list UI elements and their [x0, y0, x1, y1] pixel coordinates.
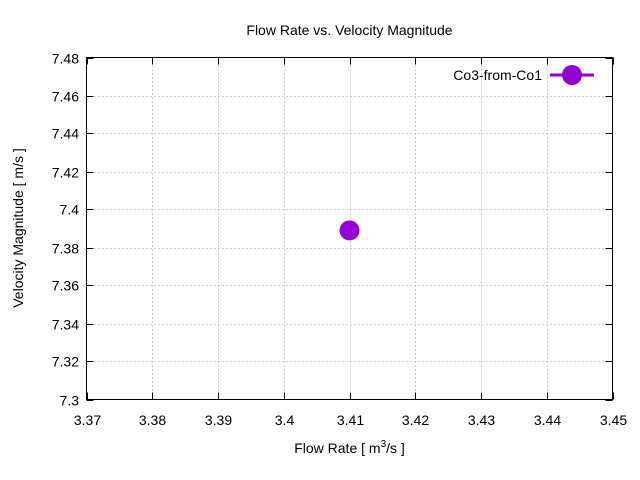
y-tick-label: 7.44	[52, 126, 79, 142]
y-tick-label: 7.46	[52, 89, 79, 105]
legend-marker	[562, 65, 582, 85]
y-axis-ticks: 7.3 7.32 7.34 7.36 7.38 7.4 7.42 7.44 7.46 7.48	[52, 51, 613, 409]
x-tick-label: 3.43	[468, 412, 495, 428]
x-tick-label: 3.37	[74, 412, 101, 428]
legend: Co3-from-Co1	[453, 65, 594, 85]
chart-title: Flow Rate vs. Velocity Magnitude	[246, 22, 452, 38]
grid	[86, 57, 613, 400]
y-tick-label: 7.34	[52, 317, 79, 333]
data-point	[339, 220, 360, 241]
x-tick-label: 3.44	[534, 412, 561, 428]
x-axis-ticks: 3.37 3.38 3.39 3.4 3.41 3.42 3.43 3.44 3.45	[74, 57, 627, 428]
y-tick-label: 7.36	[52, 278, 79, 294]
y-tick-label: 7.48	[52, 51, 79, 67]
x-axis-label-sup: 3	[381, 439, 387, 450]
data-points	[339, 220, 360, 241]
x-axis-label-pre: Flow Rate [ m	[294, 440, 380, 456]
plot-frame	[86, 57, 613, 400]
x-tick-label: 3.45	[600, 412, 627, 428]
x-tick-label: 3.42	[402, 412, 429, 428]
x-tick-label: 3.4	[275, 412, 295, 428]
legend-label: Co3-from-Co1	[453, 67, 542, 83]
x-tick-label: 3.39	[205, 412, 232, 428]
y-tick-label: 7.32	[52, 354, 79, 370]
y-tick-label: 7.3	[60, 393, 80, 409]
y-tick-label: 7.4	[60, 202, 80, 218]
y-axis-label: Velocity Magnitude [ m/s ]	[10, 148, 26, 308]
y-tick-label: 7.42	[52, 165, 79, 181]
x-axis-label-post: /s ]	[386, 440, 405, 456]
x-tick-label: 3.38	[139, 412, 166, 428]
x-tick-label: 3.41	[337, 412, 364, 428]
x-axis-label: Flow Rate [ m3/s ]	[294, 439, 405, 456]
y-tick-label: 7.38	[52, 241, 79, 257]
